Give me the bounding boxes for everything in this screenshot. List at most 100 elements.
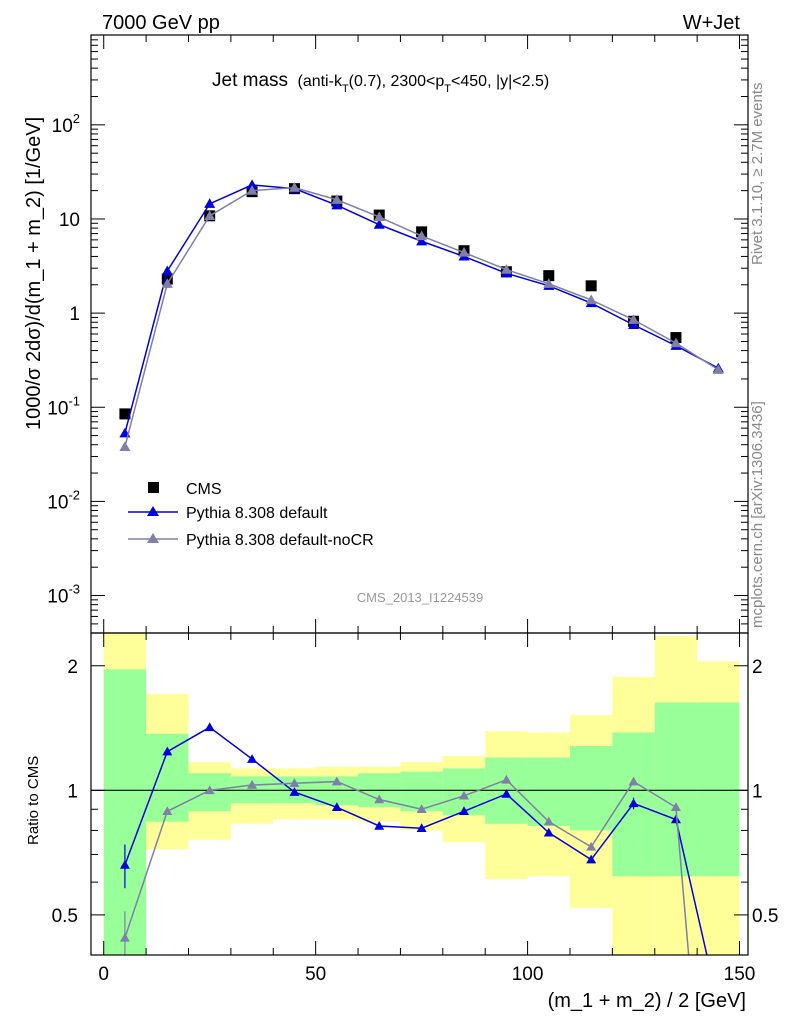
nocr-series-point <box>373 211 385 222</box>
ratio-default-point <box>247 754 258 763</box>
ratio-default-point <box>501 788 512 798</box>
main-y-tick-label-base: 10 <box>59 210 80 231</box>
ratio-nocr-point <box>204 785 215 795</box>
ratio-y-tick-label-right: 2 <box>752 657 763 678</box>
ratio-nocr-point <box>247 780 258 789</box>
default-series-point <box>161 265 173 276</box>
ratio-default-point <box>331 802 342 812</box>
main-y-tick-label-base: 1 <box>69 304 80 325</box>
ratio-nocr-point <box>331 776 342 786</box>
default-series-point <box>204 198 216 208</box>
analysis-id-label: CMS_2013_I1224539 <box>357 590 484 605</box>
nocr-series-point <box>204 210 216 220</box>
ratio-band-green <box>654 702 698 877</box>
legend-marker-nocr <box>147 533 159 543</box>
ratio-y-tick-label: 2 <box>67 657 78 678</box>
rivet-version-label: Rivet 3.1.10, ≥ 2.7M events <box>749 83 766 266</box>
main-y-tick-label-exp: -1 <box>68 393 80 408</box>
nocr-series-point <box>161 278 173 288</box>
main-y-axis-label: 1000/σ 2dσ)/d(m_1 + m_2) [1/GeV] <box>23 117 45 430</box>
header-process-label: W+Jet <box>683 12 741 34</box>
nocr-series-point <box>585 294 597 305</box>
main-y-tick-label: 10 <box>59 210 80 231</box>
nocr-series-point <box>500 264 512 274</box>
ratio-y-tick-label: 0.5 <box>52 906 78 927</box>
ratio-nocr-point <box>162 806 173 816</box>
legend-marker-default <box>147 506 159 516</box>
legend-marker-cms <box>148 482 159 493</box>
nocr-series-point <box>288 182 300 192</box>
ratio-default-point <box>586 854 597 864</box>
nocr-series-point <box>331 194 343 204</box>
ratio-default-point <box>416 823 427 832</box>
cms-data-point <box>119 408 131 420</box>
ratio-default-point <box>459 806 470 816</box>
plot-title: Jet mass (anti-kT(0.7), 2300<pT<450, |y|… <box>212 70 549 95</box>
ratio-nocr-point <box>501 774 512 784</box>
x-tick-label: 50 <box>305 964 326 985</box>
main-y-tick-label: 10-1 <box>47 393 80 419</box>
nocr-series-point <box>119 441 131 451</box>
ratio-nocr-point <box>628 776 639 786</box>
main-y-tick-label-base: 10 <box>47 587 68 608</box>
ratio-data-series <box>119 722 708 956</box>
plot-title-sub-pt: T <box>444 83 451 95</box>
ratio-y-tick-label-right: 0.5 <box>752 906 778 927</box>
nocr-series-point <box>543 278 555 288</box>
ratio-default-point <box>289 787 300 796</box>
default-series-point <box>628 319 640 330</box>
ratio-nocr-point <box>289 778 300 788</box>
main-y-tick-label-exp: 2 <box>73 111 80 126</box>
main-y-tick-label-base: 10 <box>47 492 68 513</box>
nocr-series-point <box>670 337 682 348</box>
legend-label-cms: CMS <box>186 481 222 498</box>
ratio-band-green <box>527 757 570 826</box>
cms-data-point <box>670 332 682 344</box>
ratio-uncertainty-bands <box>91 633 748 955</box>
default-series-point <box>373 219 385 229</box>
default-series-point <box>246 179 258 190</box>
plot-title-sub2: (0.7), 2300<p <box>349 73 445 90</box>
header-energy-label: 7000 GeV pp <box>102 12 220 34</box>
default-series-line <box>124 184 719 434</box>
main-y-tick-label: 1 <box>69 304 80 325</box>
ratio-nocr-point <box>416 804 427 814</box>
legend: CMS Pythia 8.308 default Pythia 8.308 de… <box>128 481 374 549</box>
nocr-series-point <box>712 364 724 374</box>
ratio-y-tick-label: 1 <box>67 781 78 802</box>
default-series-point <box>331 199 343 210</box>
cms-data-point <box>585 280 597 292</box>
plot-title-sub: (anti-k <box>297 73 342 90</box>
ratio-y-tick-label-right: 1 <box>752 781 763 802</box>
plot-title-sub3: <450, |y|<2.5) <box>451 73 549 90</box>
ratio-default-point <box>670 814 681 824</box>
nocr-series-point <box>246 185 258 195</box>
main-y-tick-label-base: 10 <box>52 116 73 137</box>
x-axis-label: (m_1 + m_2) / 2 [GeV] <box>548 990 746 1012</box>
x-tick-label: 100 <box>512 964 544 985</box>
nocr-series-point <box>628 314 640 324</box>
ratio-nocr-point <box>670 802 681 812</box>
ratio-band-green <box>103 669 147 955</box>
ratio-nocr-point <box>374 794 385 804</box>
x-tick-label: 0 <box>98 964 109 985</box>
ratio-nocr-point <box>543 816 554 826</box>
ratio-default-point <box>374 820 385 830</box>
main-y-tick-label-base: 10 <box>47 398 68 419</box>
ratio-default-point <box>543 827 554 837</box>
plot-title-sub-t: T <box>342 83 349 95</box>
nocr-series-point <box>458 247 470 257</box>
x-tick-label: 150 <box>724 964 756 985</box>
ratio-band-green <box>697 702 740 877</box>
main-y-tick-label: 10-3 <box>47 582 80 608</box>
plot-title-main: Jet mass <box>212 70 288 91</box>
cms-data-point <box>543 270 555 282</box>
default-series-point <box>416 235 428 246</box>
ratio-default-point <box>162 746 173 756</box>
nocr-series-point <box>416 230 428 241</box>
legend-label-nocr: Pythia 8.308 default-noCR <box>186 532 374 549</box>
main-y-tick-label: 102 <box>52 111 80 137</box>
main-y-tick-label-exp: -2 <box>68 487 80 502</box>
